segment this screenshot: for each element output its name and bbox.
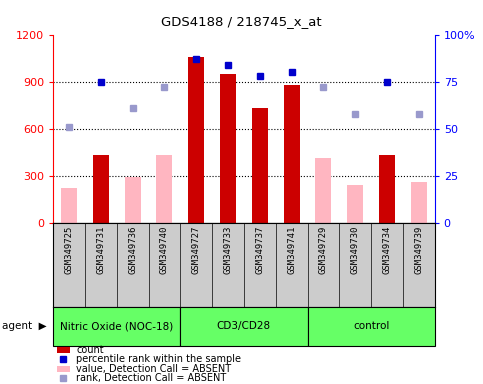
Text: Nitric Oxide (NOC-18): Nitric Oxide (NOC-18): [60, 321, 173, 331]
Bar: [347, 185, 363, 223]
Text: GSM349734: GSM349734: [383, 225, 392, 274]
Text: GSM349731: GSM349731: [96, 225, 105, 274]
Text: GSM349736: GSM349736: [128, 225, 137, 274]
Text: GDS4188 / 218745_x_at: GDS4188 / 218745_x_at: [161, 15, 322, 28]
Text: count: count: [76, 345, 104, 355]
Text: GSM349737: GSM349737: [256, 225, 264, 274]
Text: GSM349730: GSM349730: [351, 225, 360, 274]
Bar: [284, 85, 299, 223]
Text: GSM349727: GSM349727: [192, 225, 201, 274]
Text: GSM349739: GSM349739: [414, 225, 423, 274]
Bar: [61, 188, 77, 223]
Text: GSM349725: GSM349725: [65, 225, 73, 274]
Text: GSM349729: GSM349729: [319, 225, 328, 274]
Bar: [188, 56, 204, 223]
Bar: [252, 108, 268, 223]
Text: percentile rank within the sample: percentile rank within the sample: [76, 354, 241, 364]
Bar: [93, 155, 109, 223]
Bar: [411, 182, 427, 223]
Bar: [156, 155, 172, 223]
Bar: [308, 307, 435, 346]
Text: agent  ▶: agent ▶: [2, 321, 47, 331]
Bar: [379, 155, 395, 223]
Text: CD3/CD28: CD3/CD28: [217, 321, 271, 331]
Text: rank, Detection Call = ABSENT: rank, Detection Call = ABSENT: [76, 373, 226, 383]
Bar: [125, 177, 141, 223]
Text: GSM349733: GSM349733: [224, 225, 232, 274]
Text: GSM349740: GSM349740: [160, 225, 169, 274]
Bar: [220, 74, 236, 223]
Bar: [315, 159, 331, 223]
Bar: [53, 307, 180, 346]
Bar: [57, 347, 71, 353]
Text: control: control: [353, 321, 389, 331]
Bar: [180, 307, 308, 346]
Text: value, Detection Call = ABSENT: value, Detection Call = ABSENT: [76, 364, 231, 374]
Text: GSM349741: GSM349741: [287, 225, 296, 274]
Bar: [57, 366, 71, 372]
